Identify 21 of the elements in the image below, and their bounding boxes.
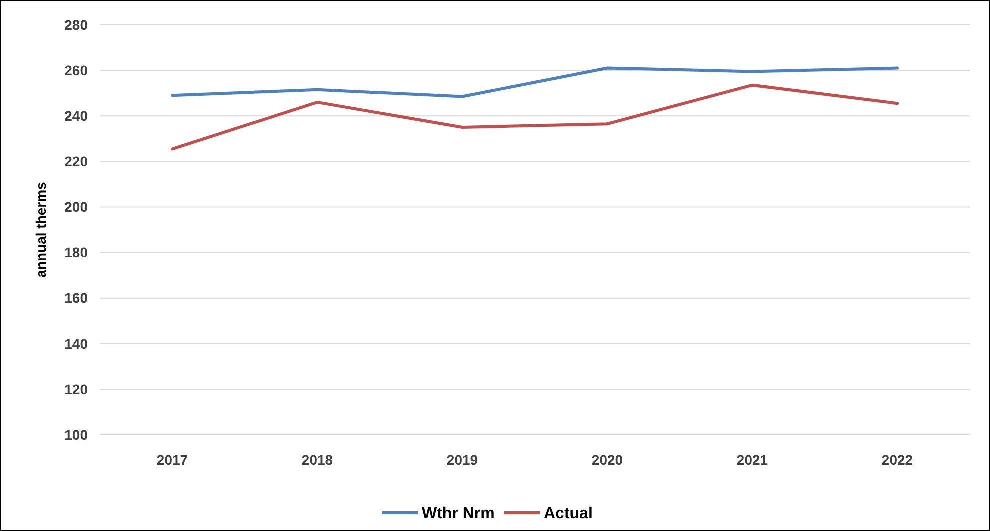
y-tick-label: 120 [64,381,88,398]
legend-label: Wthr Nrm [422,506,495,523]
y-tick-label: 260 [64,62,88,78]
y-tick-label: 280 [64,16,88,33]
x-tick-label: 2017 [156,452,188,468]
x-tick-label: 2022 [882,452,914,468]
y-tick-label: 180 [64,244,88,261]
y-tick-label: 200 [64,199,88,216]
line-series [171,66,899,98]
x-tick-label: 2018 [302,452,334,468]
y-tick-label: 160 [64,290,88,306]
y-axis-title: annual therms [33,182,49,278]
y-tick-label: 100 [64,426,88,443]
y-tick-label: 140 [64,336,88,352]
y-tick-label: 240 [64,108,88,124]
x-tick-label: 2020 [592,452,624,468]
line-series [171,84,899,151]
y-tick-label: 220 [64,154,88,170]
legend-label: Actual [544,506,593,523]
x-tick-label: 2019 [446,452,478,468]
x-tick-label: 2021 [736,452,768,468]
